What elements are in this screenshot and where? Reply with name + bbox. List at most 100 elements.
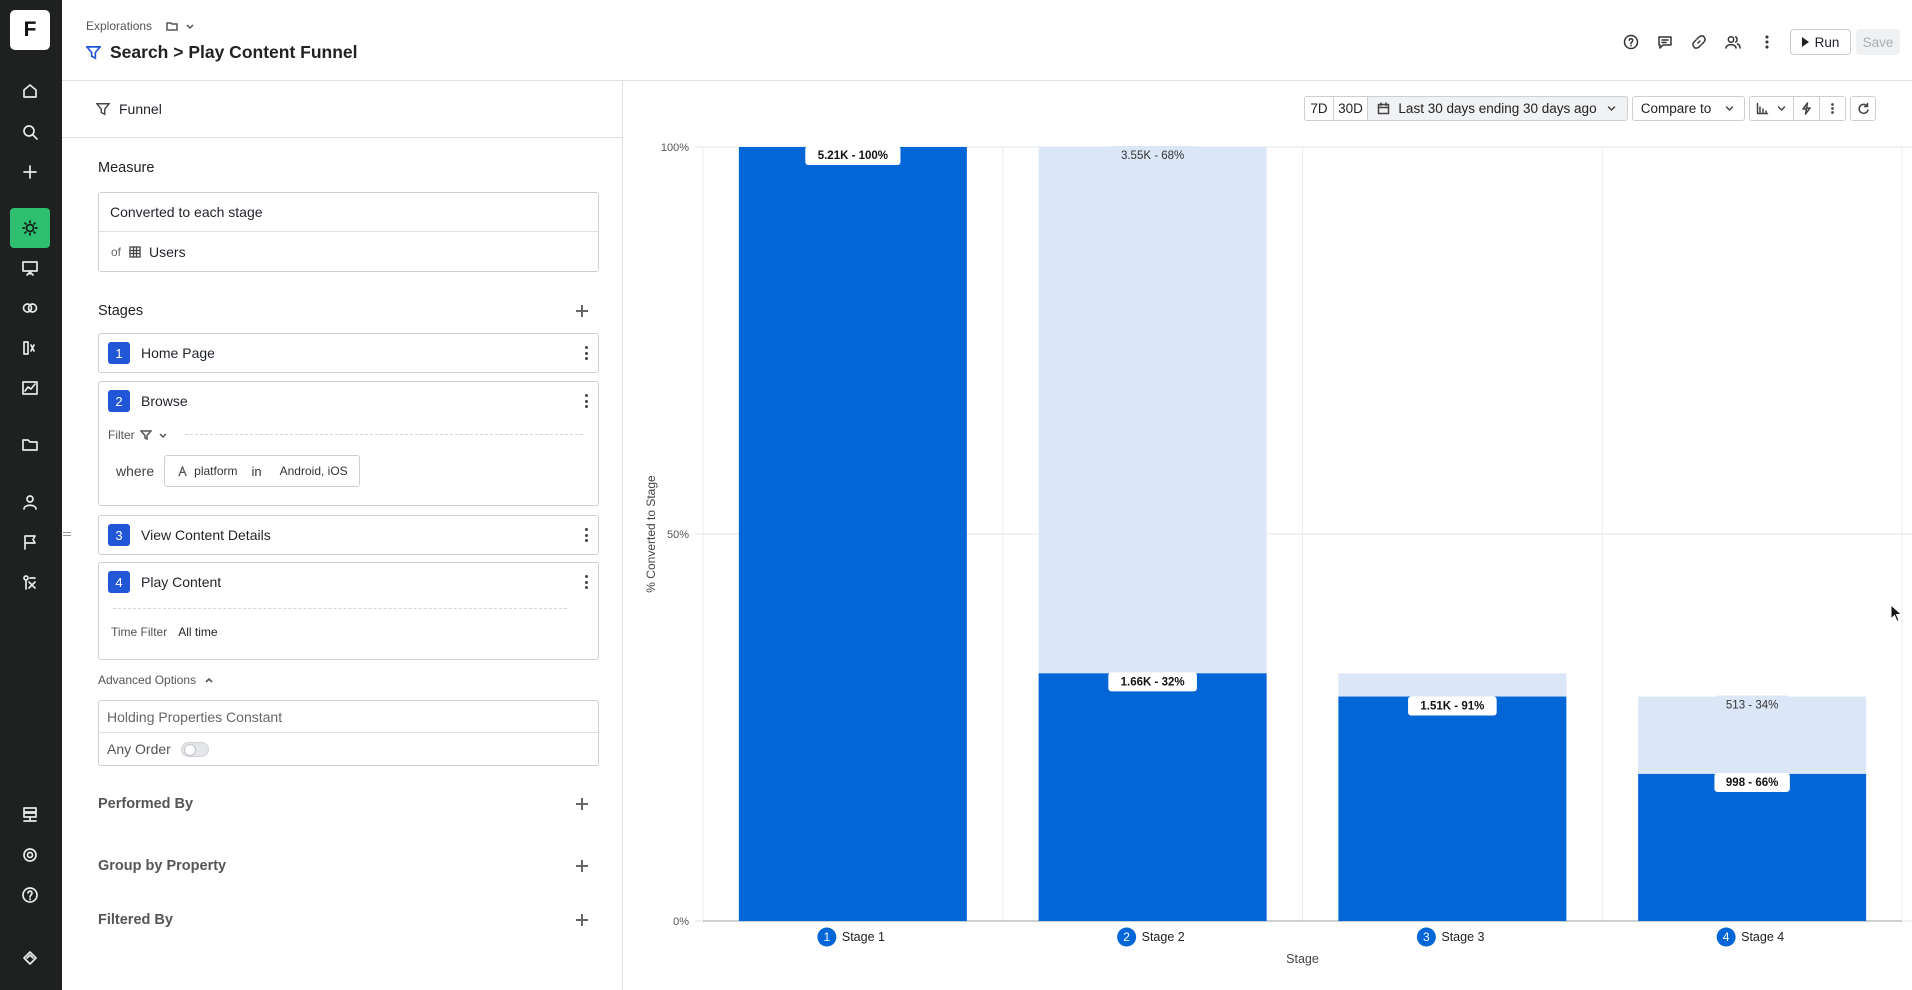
y-tick-label: 50% [667,529,689,541]
resize-handle[interactable] [63,532,71,536]
filter-clause: where platform in Android, iOS [116,455,360,487]
stage-name[interactable]: View Content Details [141,527,271,543]
stage-card-3[interactable]: 3 View Content Details [98,515,599,555]
share-users-icon[interactable] [1716,30,1750,54]
range-7d-button[interactable]: 7D [1304,96,1334,121]
divider [113,608,567,609]
presentation-icon[interactable] [10,248,50,288]
comment-icon[interactable] [1648,30,1682,54]
app-logo[interactable]: F [10,10,50,50]
stages-heading: Stages [98,303,144,319]
chart-type-selector[interactable]: Funnel [62,81,622,138]
metrics-icon[interactable] [10,328,50,368]
header-actions: Run Save [1614,29,1912,55]
lightbulb-icon[interactable] [10,208,50,248]
stage-menu-icon[interactable] [584,394,588,408]
flag-icon[interactable] [10,522,50,562]
converted-bar [1038,673,1267,921]
save-button[interactable]: Save [1856,29,1900,55]
compare-to-label: Compare to [1640,101,1712,116]
experiment-icon[interactable] [10,562,50,602]
more-icon[interactable] [1820,96,1846,121]
chart-icon[interactable] [10,368,50,408]
stage-name[interactable]: Play Content [141,574,222,590]
stage-number: 3 [108,524,130,546]
x-tick-label: Stage 3 [1441,930,1484,944]
stage-card-2[interactable]: 2 Browse Filter where platform in Androi… [98,381,599,506]
where-label: where [116,463,155,479]
table-icon [129,245,141,258]
search-icon[interactable] [10,112,50,152]
stage-filter-toggle[interactable]: Filter [108,428,169,442]
converted-label-bg [1714,772,1790,792]
measure-entity-row[interactable]: of Users [99,232,598,271]
any-order-toggle[interactable] [180,741,209,757]
y-tick-label: 100% [661,142,689,154]
stage-number: 2 [108,390,130,412]
refresh-icon[interactable] [1850,96,1876,121]
add-performed-by-button[interactable] [575,797,589,811]
x-tick-label: Stage 2 [1142,930,1185,944]
stage-card-4[interactable]: 4 Play Content Time Filter All time [98,562,599,660]
chart-type-dropdown[interactable] [1749,96,1794,121]
breadcrumb-label[interactable]: Explorations [86,19,153,33]
home-icon[interactable] [10,71,50,111]
database-icon[interactable] [10,795,50,835]
stage-name[interactable]: Home Page [141,345,215,361]
advanced-options-box: Holding Properties Constant Any Order [98,700,599,766]
bar-chart-icon [1756,102,1768,115]
more-icon[interactable] [1750,30,1784,54]
user-icon[interactable] [10,482,50,522]
chevron-down-icon [1726,106,1734,111]
help-icon[interactable] [1614,30,1648,54]
measure-select[interactable]: Converted to each stage [99,193,598,232]
add-filter-button[interactable] [575,913,589,927]
plus-icon[interactable] [10,152,50,192]
advanced-options-toggle[interactable]: Advanced Options [98,673,214,687]
help-icon[interactable] [10,875,50,915]
stage-menu-icon[interactable] [584,528,588,542]
range-30d-button[interactable]: 30D [1334,96,1368,121]
time-filter-value[interactable]: All time [178,625,218,639]
text-property-icon [178,465,187,476]
holding-properties-input[interactable]: Holding Properties Constant [99,701,598,733]
dropoff-label-bg [1715,695,1789,714]
run-button[interactable]: Run [1790,29,1851,55]
brand-icon[interactable] [10,938,50,978]
stage-name[interactable]: Browse [141,393,188,409]
funnel-icon [86,46,101,60]
chevron-down-icon [1777,106,1785,111]
date-range-picker[interactable]: Last 30 days ending 30 days ago [1368,96,1628,121]
lightning-icon[interactable] [1794,96,1820,121]
converted-label-bg [1108,672,1197,692]
gear-icon[interactable] [10,835,50,875]
stage-number: 4 [108,571,130,593]
breadcrumb[interactable]: Explorations [86,19,196,33]
x-tick-label: Stage 1 [842,930,885,944]
converted-label: 998 - 66% [1726,777,1778,789]
stage-menu-icon[interactable] [584,346,588,360]
filter-chip[interactable]: platform in Android, iOS [164,455,360,487]
folder-icon[interactable] [10,425,50,465]
time-filter[interactable]: Time Filter All time [111,625,218,639]
stage-number-badge [1117,927,1137,947]
converted-bar [1638,773,1867,921]
link-icon[interactable] [1682,30,1716,54]
y-axis-title: % Converted to Stage [644,475,658,593]
funnel-chart: 0% 50% 100% 5.21K - 100% 1 Stage 1 3.55K - 68%… [644,142,1912,966]
page-title[interactable]: Search > Play Content Funnel [110,42,358,62]
any-order-label: Any Order [107,741,171,757]
stage-card-1[interactable]: 1 Home Page [98,333,599,373]
chart-type-label: Funnel [119,101,162,117]
group-by-heading: Group by Property [98,858,227,874]
compare-to-dropdown[interactable]: Compare to [1632,96,1745,121]
stage-number-text: 2 [1123,930,1130,944]
stage-menu-icon[interactable] [584,575,588,589]
add-stage-button[interactable] [575,304,589,318]
page-header: Explorations Search > Play Content Funne… [62,0,1912,81]
add-group-by-button[interactable] [575,859,589,873]
x-axis-title: Stage [1286,952,1319,966]
chevron-down-icon[interactable] [184,20,196,32]
overlap-icon[interactable] [10,288,50,328]
stage-number-badge [1716,927,1736,947]
